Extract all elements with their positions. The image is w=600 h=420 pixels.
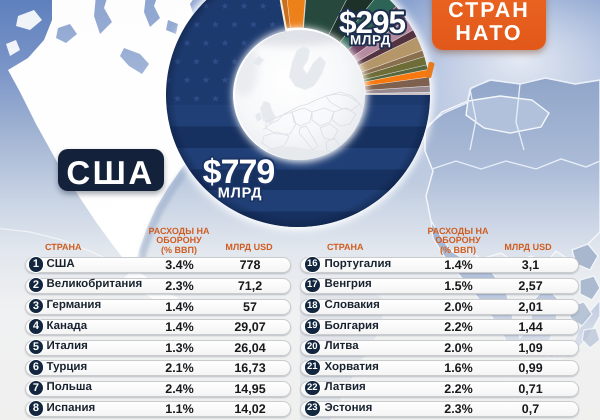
svg-text:$779: $779 (203, 153, 275, 191)
svg-text:МЛРД: МЛРД (350, 33, 391, 48)
svg-text:$295: $295 (339, 4, 406, 40)
svg-text:МЛРД: МЛРД (218, 186, 263, 202)
